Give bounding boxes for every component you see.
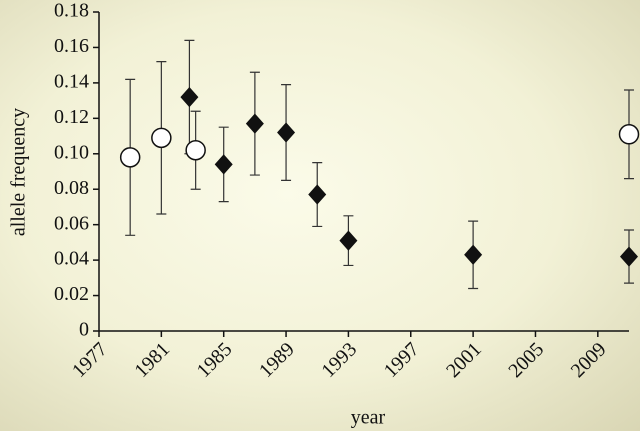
y-tick-label: 0 [79, 319, 89, 341]
point [151, 127, 172, 149]
x-tick-label: 2005 [504, 338, 548, 382]
x-tick-label: 1977 [68, 338, 112, 382]
x-tick-label: 1993 [317, 338, 361, 382]
y-axis-label: allele frequency [8, 108, 30, 236]
point [277, 122, 296, 143]
y-tick-label: 0.18 [54, 0, 89, 22]
y-tick-label: 0.02 [54, 283, 89, 305]
x-axis-label: year [351, 407, 386, 429]
x-tick-label: 1989 [255, 338, 299, 382]
y-tick-label: 0.14 [54, 70, 89, 92]
y-tick-label: 0.16 [54, 35, 89, 57]
y-tick-label: 0.10 [54, 141, 89, 163]
y-tick-label: 0.06 [54, 212, 89, 234]
x-tick-label: 2009 [567, 338, 611, 382]
point [618, 124, 640, 145]
x-tick-label: 1997 [380, 338, 424, 382]
point [214, 154, 233, 175]
point [119, 147, 141, 168]
x-tick-label: 1981 [130, 338, 174, 382]
y-tick-label: 0.08 [54, 177, 89, 199]
y-tick-label: 0.04 [54, 248, 89, 270]
x-tick-label: 1985 [193, 338, 237, 382]
point [619, 246, 639, 267]
point [308, 184, 327, 205]
point [464, 244, 483, 265]
x-tick-label: 2001 [442, 338, 486, 382]
point [185, 139, 206, 161]
point [245, 113, 264, 134]
y-tick-label: 0.12 [54, 106, 89, 128]
point [180, 86, 199, 108]
point [339, 230, 358, 251]
